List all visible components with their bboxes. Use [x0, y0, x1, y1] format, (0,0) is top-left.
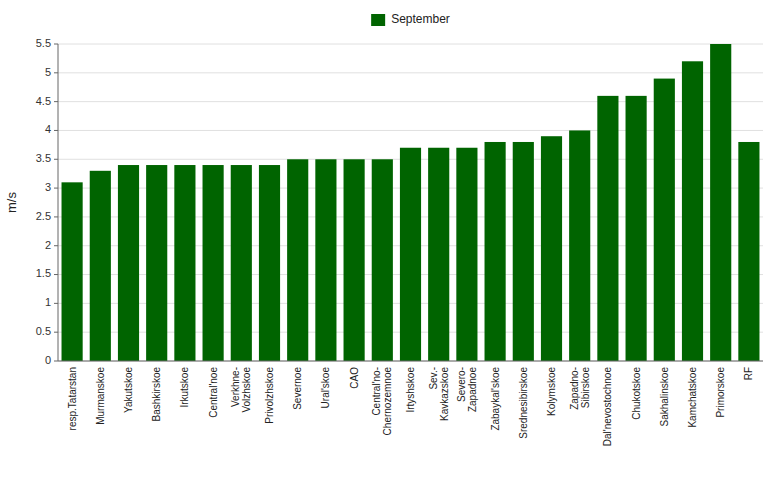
bar	[372, 159, 393, 361]
category-label: Bashkirskoe	[151, 367, 162, 422]
category-label: Dal'nevostochnoe	[602, 367, 613, 447]
tick-mark	[54, 159, 58, 160]
category-label: Severnoe	[292, 367, 303, 410]
grid-line	[58, 72, 763, 73]
bar	[626, 96, 647, 361]
bar	[231, 165, 252, 361]
category-label: CAO	[349, 367, 360, 389]
bar	[569, 130, 590, 361]
category-label: Central'noe	[208, 367, 219, 418]
bar	[513, 142, 534, 361]
tick-mark	[54, 101, 58, 102]
bar	[62, 182, 83, 361]
legend: September	[371, 12, 450, 26]
tick-mark	[54, 274, 58, 275]
bar	[344, 159, 365, 361]
bar	[90, 171, 111, 361]
legend-swatch	[371, 14, 385, 26]
category-label: Chukotskoe	[631, 367, 642, 420]
tick-label: 3	[45, 181, 51, 193]
bar	[118, 165, 139, 361]
category-label: Irkutskoe	[179, 367, 190, 408]
category-label: Yakutskoe	[123, 367, 134, 413]
bar	[541, 136, 562, 361]
legend-label: September	[391, 12, 450, 26]
bar	[485, 142, 506, 361]
tick-mark	[54, 332, 58, 333]
category-label: Irtyshskoe	[405, 367, 416, 413]
bars	[62, 44, 760, 361]
bar	[428, 148, 449, 361]
tick-mark	[54, 303, 58, 304]
tick-label: 4.5	[36, 95, 51, 107]
axis-title: m/s	[4, 192, 19, 213]
y-axis: 0 0.5 1 1.5 2 2.5 3 3.5 4 4.5 5 5.5	[36, 37, 58, 366]
bar	[597, 96, 618, 361]
category-label: Zapadno-Sibirskoe	[569, 367, 591, 410]
tick-label: 0.5	[36, 325, 51, 337]
tick-mark	[54, 188, 58, 189]
category-label: Severo-Zapadnoe	[456, 367, 478, 412]
bar	[174, 165, 195, 361]
bar	[259, 165, 280, 361]
category-label: resp.Tatarstan	[67, 367, 78, 430]
tick-label: 2	[45, 239, 51, 251]
tick-mark	[54, 130, 58, 131]
category-label: Kolymskoe	[546, 367, 557, 416]
category-label: Kamchatskoe	[687, 367, 698, 428]
x-axis: resp.Tatarstan Murmanskoe Yakutskoe Bashkir…	[67, 367, 755, 447]
category-label: RF	[743, 367, 754, 380]
chart: 0 0.5 1 1.5 2 2.5 3 3.5 4 4.5 5 5.5 resp.Tatarstan Mu…	[0, 0, 777, 479]
category-label: Srednesibirskoe	[518, 367, 529, 439]
category-label: Verkhne-Volzhskoe	[230, 367, 252, 413]
tick-label: 5.5	[36, 37, 51, 49]
category-label: Murmanskoe	[95, 367, 106, 425]
tick-label: 1	[45, 296, 51, 308]
category-label: Central'no-Chernozemnoe	[371, 367, 393, 436]
tick-mark	[54, 44, 58, 45]
bar	[654, 79, 675, 361]
tick-mark	[54, 245, 58, 246]
bar	[710, 44, 731, 361]
grid-line	[58, 44, 763, 45]
grid-line	[58, 361, 763, 362]
category-label: Ural'skoe	[320, 367, 331, 409]
tick-mark	[54, 361, 58, 362]
category-label: Sakhalinskoe	[659, 367, 670, 427]
y-axis-line	[58, 44, 59, 361]
bar	[400, 148, 421, 361]
tick-label: 5	[45, 66, 51, 78]
x-axis-line	[58, 361, 763, 362]
category-label: Primorskoe	[715, 367, 726, 418]
bar	[456, 148, 477, 361]
category-label: Privolzhskoe	[264, 367, 275, 424]
category-label: Sev.-Kavkazskoe	[428, 367, 450, 421]
category-label: Zabaykal'skoe	[490, 367, 501, 431]
tick-label: 1.5	[36, 267, 51, 279]
tick-label: 4	[45, 123, 51, 135]
bar	[315, 159, 336, 361]
tick-mark	[54, 216, 58, 217]
tick-label: 2.5	[36, 210, 51, 222]
tick-label: 0	[45, 354, 51, 366]
bar	[738, 142, 759, 361]
bar	[203, 165, 224, 361]
bar	[682, 61, 703, 361]
tick-mark	[54, 72, 58, 73]
bar	[287, 159, 308, 361]
y-grid	[58, 44, 763, 361]
tick-label: 3.5	[36, 152, 51, 164]
bar	[146, 165, 167, 361]
